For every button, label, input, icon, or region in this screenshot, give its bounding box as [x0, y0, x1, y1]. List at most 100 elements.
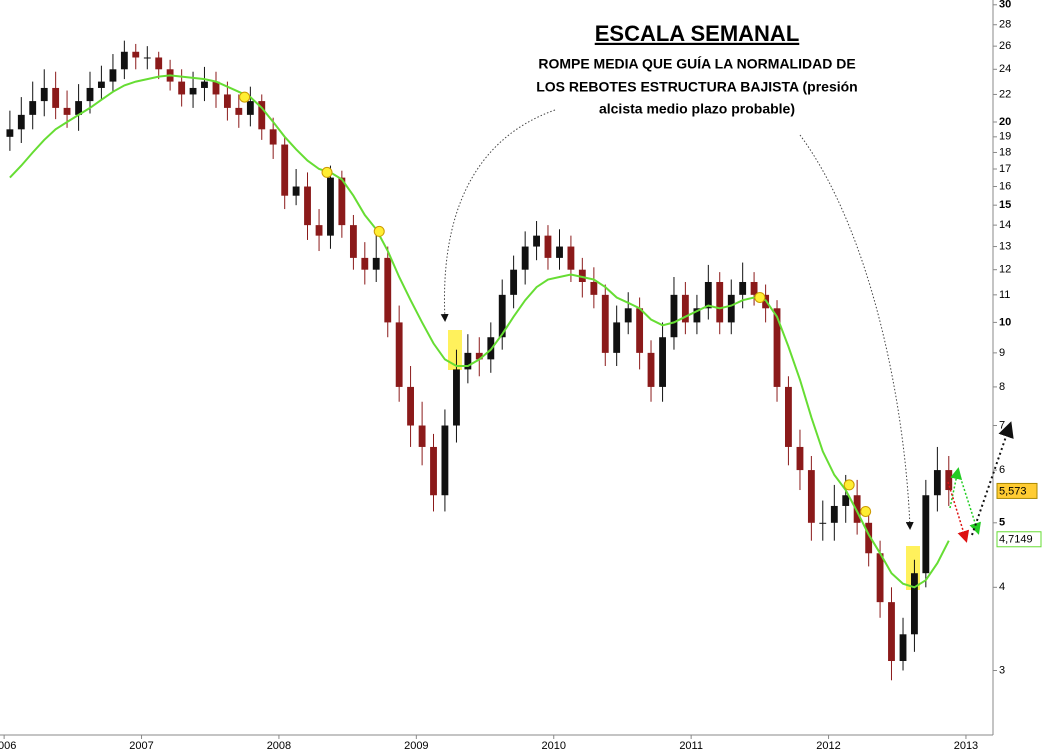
candle-body	[407, 386, 414, 426]
candle-body	[292, 186, 300, 196]
highlight	[448, 330, 462, 370]
candle-body	[475, 352, 483, 360]
y-tick-label: 16	[999, 180, 1011, 192]
signal-dot	[321, 166, 333, 178]
x-tick-label: 2012	[816, 740, 840, 752]
y-tick-label: 30	[999, 0, 1011, 11]
candle-body	[716, 281, 724, 323]
candle-body	[464, 352, 472, 370]
y-tick-label: 8	[999, 381, 1005, 393]
candle-body	[578, 269, 586, 282]
candle-body	[235, 107, 243, 115]
projection-arrow	[971, 421, 1014, 536]
y-tick-label: 5	[999, 517, 1005, 529]
candle-body	[510, 269, 518, 295]
price-box	[996, 531, 1042, 548]
x-tick-label: 2011	[679, 740, 703, 752]
y-tick-label: 19	[999, 131, 1011, 143]
candle-body	[304, 186, 311, 226]
candle-body	[327, 177, 334, 236]
candle-body	[796, 446, 804, 471]
candle-body	[544, 235, 552, 258]
candle-body	[132, 51, 140, 58]
y-tick-label: 6	[999, 464, 1005, 476]
candle-body	[888, 602, 895, 662]
y-tick-label: 14	[999, 219, 1011, 231]
y-tick-label: 24	[999, 63, 1011, 75]
projection-arrow	[949, 467, 963, 509]
candle-body	[681, 294, 689, 323]
candle-body	[143, 57, 151, 59]
candle-body	[933, 470, 941, 496]
candle-body	[384, 257, 392, 323]
candle-body	[86, 87, 94, 102]
candle-body	[361, 257, 369, 270]
candle-body	[704, 281, 712, 309]
candle-body	[6, 129, 14, 137]
signal-dot	[860, 505, 872, 517]
y-tick-label: 11	[999, 289, 1010, 301]
candle-body	[693, 308, 701, 323]
candle-body	[613, 322, 621, 353]
annotation: ROMPE MEDIA QUE GUÍA LA NORMALIDAD DE	[538, 56, 855, 72]
candle-body	[922, 495, 930, 574]
candle-body	[807, 470, 815, 523]
y-tick-label: 26	[999, 40, 1011, 52]
candle-body	[338, 177, 346, 226]
moving-average	[9, 74, 950, 589]
candle-body	[556, 246, 563, 258]
candle-body	[178, 81, 186, 95]
price-box	[996, 482, 1038, 499]
signal-dot	[239, 91, 251, 103]
candle-body	[246, 101, 254, 115]
candle-body	[647, 352, 655, 387]
candle-body	[258, 101, 266, 130]
candle-body	[750, 281, 758, 295]
candle-body	[945, 470, 953, 491]
candle-body	[281, 144, 289, 196]
y-tick-label: 22	[999, 88, 1011, 100]
candle-body	[498, 294, 506, 338]
candle-body	[17, 114, 25, 130]
y-tick-label: 28	[999, 19, 1011, 31]
candle-body	[212, 81, 220, 95]
signal-dot	[843, 479, 855, 491]
candle-body	[911, 573, 918, 635]
x-tick-label: 2006	[0, 740, 16, 752]
x-tick-label: 2010	[541, 740, 565, 752]
candle-body	[453, 369, 460, 426]
candle-body	[601, 294, 609, 353]
candle-body	[441, 425, 449, 496]
x-tick-label: 2007	[129, 740, 153, 752]
x-tick-label: 2008	[267, 740, 291, 752]
candle-body	[876, 553, 884, 603]
candle-body	[819, 522, 827, 524]
annotation: LOS REBOTES ESTRUCTURA BAJISTA (presión	[536, 79, 858, 95]
annotation-arrow	[440, 109, 556, 322]
candle-body	[395, 322, 403, 387]
y-tick-label: 13	[999, 240, 1011, 252]
candle-body	[430, 446, 437, 496]
y-tick-label: 12	[999, 264, 1011, 276]
y-tick-label: 4	[999, 581, 1005, 593]
candle-body	[349, 225, 357, 258]
candle-body	[315, 225, 323, 236]
plot	[6, 40, 953, 681]
candle-body	[739, 281, 747, 295]
candle-body	[223, 94, 231, 108]
y-tick-label: 9	[999, 347, 1005, 359]
candle-body	[853, 495, 861, 523]
candle-body	[865, 522, 873, 554]
candle-body	[63, 107, 71, 115]
candle-body	[842, 495, 850, 506]
chart-title: ESCALA SEMANAL	[595, 21, 800, 46]
candle-body	[201, 81, 208, 88]
candle-body	[120, 51, 128, 70]
candle-body	[372, 257, 380, 270]
y-tick-label: 7	[999, 419, 1005, 431]
price-label: 4,7149	[999, 534, 1033, 546]
candle-body	[109, 69, 117, 82]
